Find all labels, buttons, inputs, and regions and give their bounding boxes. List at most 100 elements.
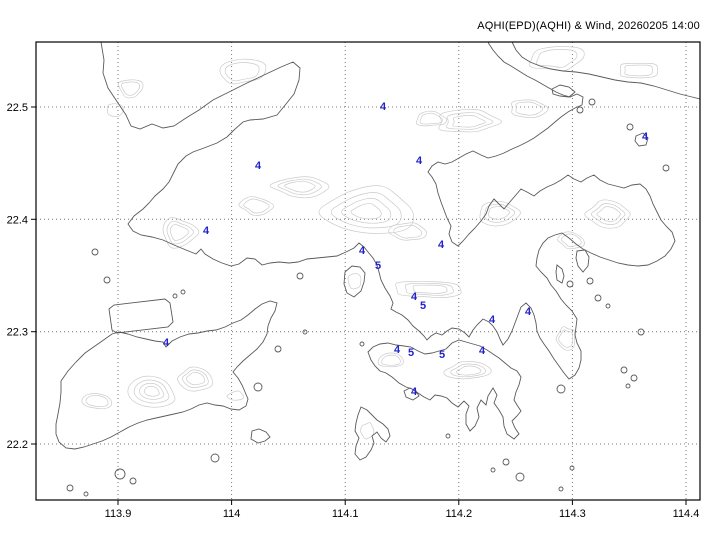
- terrain-contour: [284, 180, 316, 193]
- latitude-tick-label: 22.5: [7, 102, 28, 114]
- terrain-contour: [555, 326, 576, 351]
- islet-coastline: [302, 329, 308, 335]
- terrain-contour: [121, 81, 140, 96]
- station-aqhi-value: 4: [438, 239, 445, 251]
- islet-coastline: [558, 486, 564, 492]
- coastline: [634, 132, 649, 147]
- station-aqhi-value: 5: [375, 260, 381, 272]
- islet-coastline: [594, 294, 602, 302]
- terrain-contour: [127, 375, 176, 408]
- station-aqhi-value: 4: [203, 225, 210, 237]
- coastline: [551, 84, 576, 98]
- terrain-contour: [619, 62, 659, 79]
- terrain-contour: [133, 379, 170, 404]
- terrain-contour: [350, 203, 382, 220]
- longitude-tick-label: 113.9: [105, 508, 132, 520]
- coastline: [55, 300, 278, 450]
- terrain-contour: [452, 115, 486, 128]
- longitude-tick-label: 114.1: [332, 508, 359, 520]
- terrain-contour: [624, 64, 653, 77]
- terrain-contour: [347, 273, 362, 290]
- terrain-contour: [558, 329, 573, 348]
- islet-coastline: [515, 472, 525, 482]
- station-aqhi-value: 4: [359, 245, 366, 257]
- terrain-contour: [166, 220, 194, 245]
- islet-coastline: [502, 458, 510, 466]
- islet-coastline: [274, 345, 282, 353]
- terrain-contour: [416, 110, 448, 127]
- terrain-contour: [169, 224, 190, 241]
- terrain-contour: [479, 200, 521, 227]
- terrain-contour: [596, 206, 621, 222]
- terrain-contour: [381, 354, 401, 366]
- station-aqhi-value: 4: [525, 306, 532, 318]
- islet-coastline: [103, 276, 111, 284]
- map-title: AQHI(EPD)(AQHI) & Wind, 20260205 14:00: [477, 20, 700, 32]
- station-aqhi-value: 5: [408, 347, 414, 359]
- coastline: [343, 265, 366, 298]
- terrain-contour: [395, 281, 462, 299]
- terrain-contour: [529, 46, 585, 72]
- terrain-contour: [341, 197, 392, 224]
- islet-coastline: [566, 280, 574, 288]
- coastline: [100, 42, 676, 380]
- terrain-contour: [219, 58, 267, 85]
- islet-coastline: [626, 123, 634, 131]
- islet-coastline: [630, 374, 638, 382]
- station-aqhi-value: 4: [394, 344, 401, 356]
- latitude-tick-label: 22.2: [7, 439, 28, 451]
- islet-coastline: [172, 293, 178, 299]
- terrain-contour: [177, 366, 214, 392]
- terrain-contour: [536, 49, 578, 68]
- station-aqhi-value: 5: [420, 300, 426, 312]
- coastline: [403, 387, 420, 401]
- islet-coastline: [129, 477, 137, 485]
- terrain-contour: [412, 284, 448, 294]
- islet-coastline: [253, 382, 263, 392]
- terrain-contour: [139, 382, 165, 400]
- terrain-contour: [511, 99, 549, 119]
- longitude-tick-label: 114.4: [673, 508, 700, 520]
- terrain-contour: [561, 233, 582, 247]
- terrain-contour: [388, 222, 427, 241]
- terrain-contour: [85, 394, 109, 408]
- terrain-contour: [186, 371, 206, 386]
- islet-coastline: [180, 289, 186, 295]
- latitude-tick-label: 22.4: [7, 214, 28, 226]
- terrain-contour: [81, 393, 113, 410]
- terrain-contour: [106, 103, 124, 118]
- station-aqhi-value: 4: [489, 314, 496, 326]
- terrain-contour: [584, 199, 631, 229]
- islet-coastline: [588, 98, 596, 106]
- terrain-contour: [182, 369, 209, 389]
- terrain-contour: [419, 112, 443, 125]
- islet-coastline: [445, 433, 451, 439]
- coastline: [367, 339, 522, 440]
- coastline: [354, 406, 391, 461]
- islet-coastline: [662, 164, 670, 172]
- station-aqhi-value: 4: [411, 386, 418, 398]
- terrain-contour: [446, 112, 494, 130]
- station-aqhi-value: 4: [479, 345, 486, 357]
- islet-coastline: [605, 303, 611, 309]
- islet-coastline: [556, 384, 566, 394]
- coastline: [511, 42, 700, 100]
- station-aqhi-value: 4: [411, 291, 418, 303]
- islet-coastline: [114, 468, 126, 480]
- station-aqhi-value: 5: [439, 349, 445, 361]
- terrain-contour: [557, 231, 585, 250]
- station-aqhi-value: 4: [642, 131, 649, 143]
- islet-coastline: [83, 491, 89, 497]
- terrain-contour: [226, 390, 244, 401]
- islet-coastline: [569, 465, 575, 471]
- terrain-contour: [404, 283, 454, 296]
- terrain-contour: [443, 361, 492, 380]
- station-aqhi-value: 4: [416, 155, 423, 167]
- coastline: [575, 249, 590, 273]
- terrain-contour: [243, 198, 270, 214]
- longitude-tick-label: 114.2: [445, 508, 472, 520]
- islet-coastline: [66, 484, 74, 492]
- latitude-tick-label: 22.3: [7, 327, 28, 339]
